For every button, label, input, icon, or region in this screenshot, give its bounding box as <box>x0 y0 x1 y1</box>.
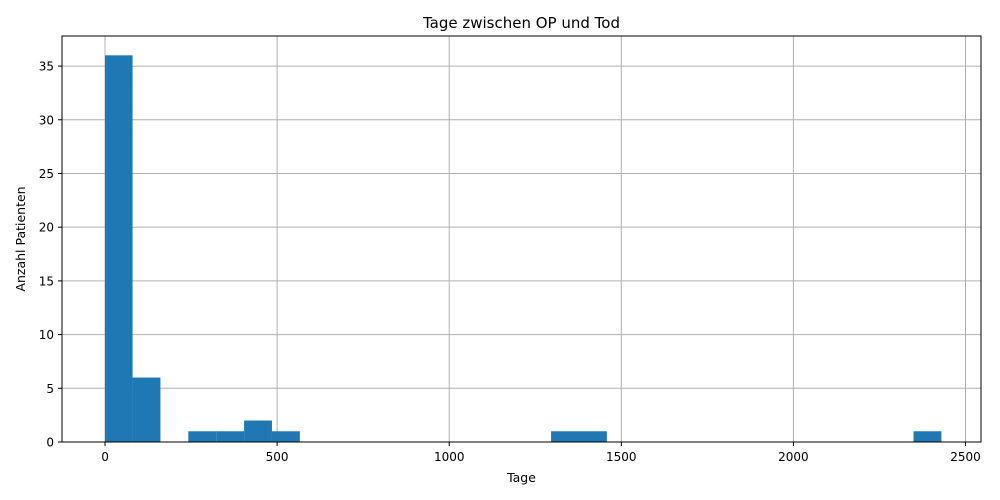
histogram-bar <box>105 55 133 442</box>
histogram-bar <box>578 431 607 442</box>
histogram-bar <box>216 431 245 442</box>
y-tick-label: 35 <box>39 60 54 74</box>
histogram-bar <box>132 377 161 442</box>
x-tick-label: 2500 <box>950 450 981 464</box>
chart-title: Tage zwischen OP und Tod <box>422 14 620 32</box>
ticks: 0 500 1000 1500 2000 2500 0 5 10 15 20 25 30 35 <box>39 60 981 464</box>
histogram-bar <box>244 420 272 442</box>
y-tick-label: 5 <box>46 382 54 396</box>
x-axis-label: Tage <box>506 470 536 485</box>
x-tick-label: 1000 <box>434 450 465 464</box>
y-tick-label: 0 <box>46 436 54 450</box>
histogram-bar <box>551 431 579 442</box>
y-tick-label: 20 <box>39 221 54 235</box>
y-tick-label: 10 <box>39 328 54 342</box>
y-tick-label: 15 <box>39 274 54 288</box>
y-axis-label: Anzahl Patienten <box>13 186 28 291</box>
x-tick-label: 500 <box>266 450 289 464</box>
histogram-bar <box>913 431 942 442</box>
x-tick-label: 2000 <box>778 450 809 464</box>
histogram-bar <box>271 431 300 442</box>
x-tick-label: 1500 <box>606 450 637 464</box>
grid <box>62 36 981 443</box>
x-tick-label: 0 <box>101 450 109 464</box>
plot-frame <box>61 35 982 443</box>
histogram-bar <box>188 431 217 442</box>
bars <box>105 55 942 442</box>
y-tick-label: 25 <box>39 167 54 181</box>
y-tick-label: 30 <box>39 113 54 127</box>
